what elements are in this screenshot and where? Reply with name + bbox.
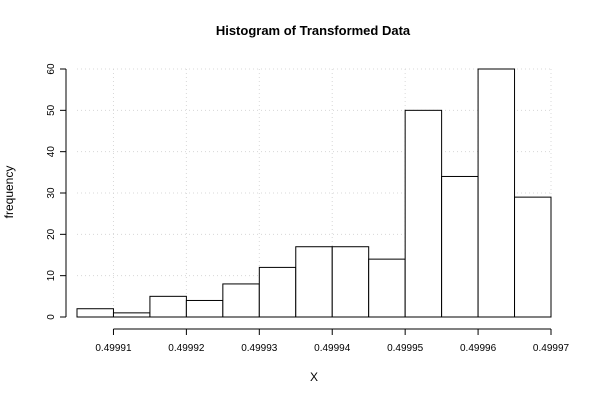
x-tick-label: 0.49994 [314, 343, 351, 354]
x-axis-label: X [310, 370, 318, 384]
histogram-bar [185, 299, 224, 318]
y-tick-label: 30 [46, 187, 57, 199]
histogram-bar [295, 246, 333, 318]
histogram-bar [477, 68, 516, 318]
x-tick-label: 0.49996 [460, 343, 497, 354]
histogram-bar [149, 295, 187, 318]
x-axis: 0.49991 0.49992 0.49993 0.49994 0.49995 0.499… [95, 328, 570, 354]
histogram-bar [331, 246, 370, 318]
y-tick-label: 40 [46, 146, 57, 158]
histogram-bar [76, 308, 114, 318]
x-tick-label: 0.49993 [241, 343, 278, 354]
x-tick-label: 0.49991 [95, 343, 132, 354]
histogram-bar [258, 266, 297, 318]
y-tick-label: 60 [46, 63, 57, 75]
histogram-bar [404, 109, 443, 318]
x-tick-label: 0.49995 [387, 343, 424, 354]
histogram-bar [112, 312, 151, 318]
x-tick-label: 0.49992 [168, 343, 205, 354]
y-tick-label: 20 [46, 228, 57, 240]
y-tick-label: 0 [46, 314, 57, 320]
histogram-bar [368, 258, 406, 318]
bars [76, 68, 552, 318]
y-tick-label: 10 [46, 270, 57, 282]
chart-title: Histogram of Transformed Data [216, 23, 411, 38]
y-tick-label: 50 [46, 104, 57, 116]
histogram-bar [514, 196, 552, 318]
histogram-bar [222, 283, 260, 318]
y-axis-label: frequency [2, 166, 16, 219]
histogram-bar [441, 175, 479, 318]
x-tick-label: 0.49997 [533, 343, 570, 354]
y-axis: 0 10 20 30 40 50 60 [46, 63, 67, 320]
